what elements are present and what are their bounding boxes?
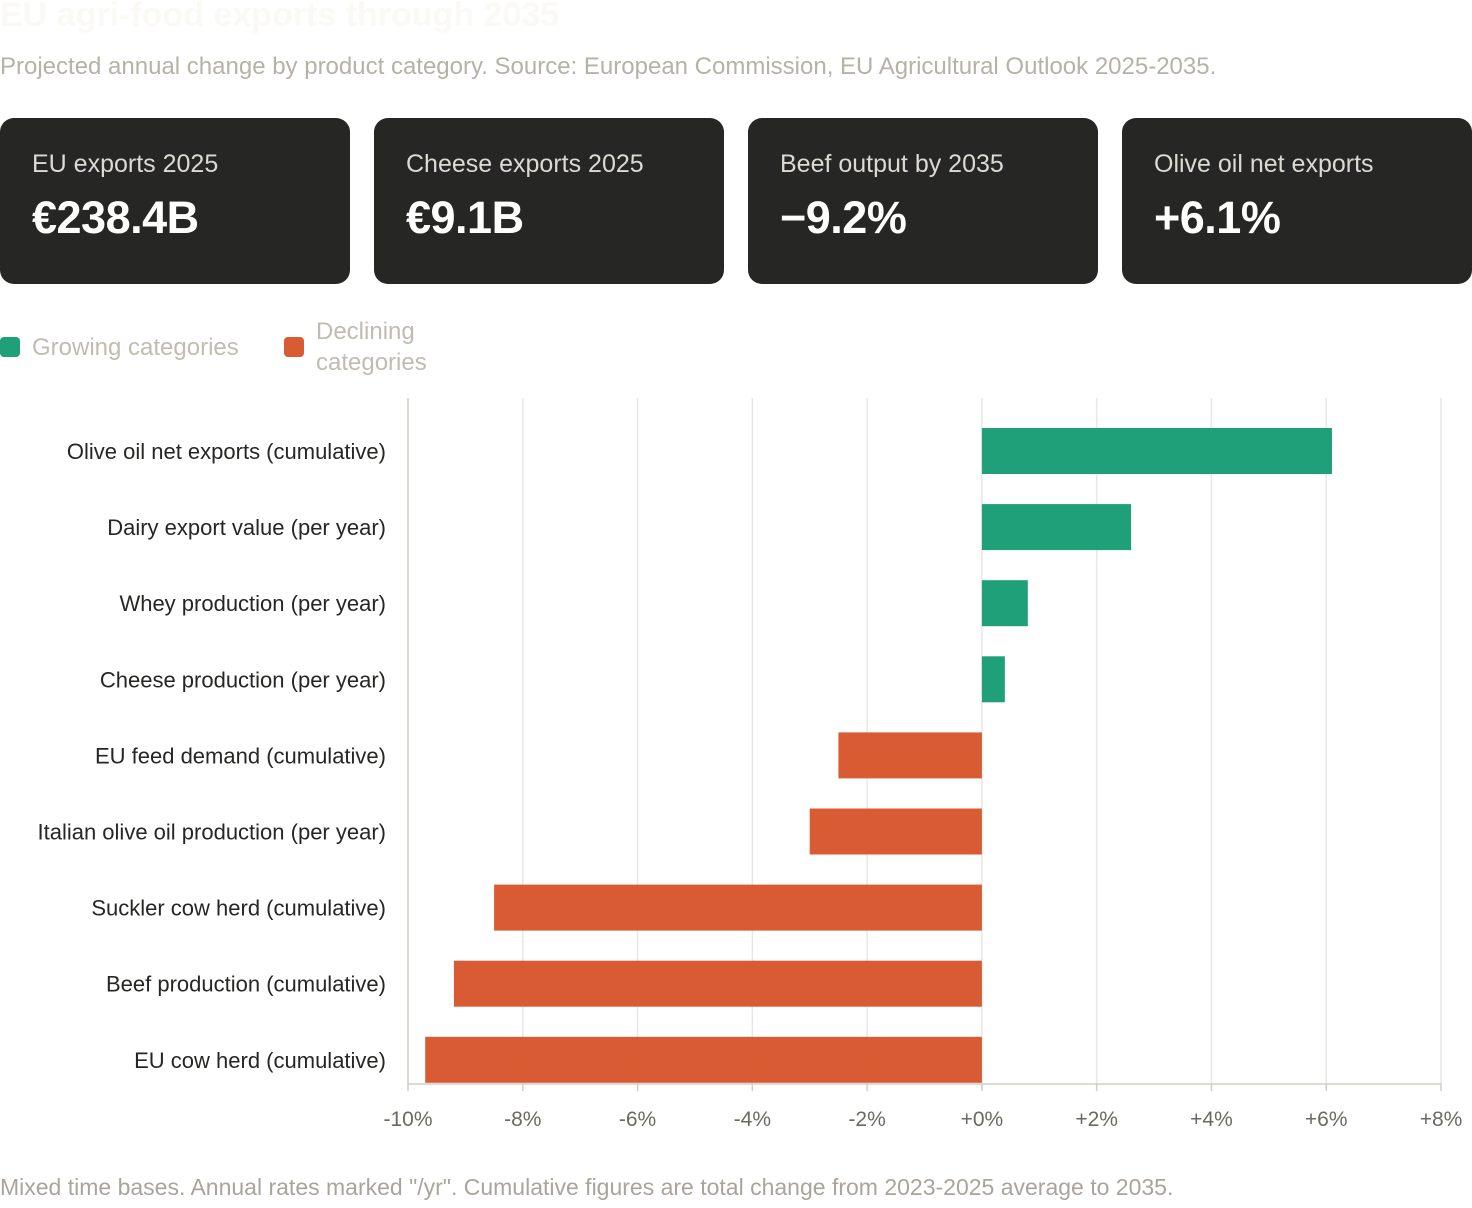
kpi-value: +6.1% [1154,192,1281,243]
legend-swatch-declining [284,337,304,357]
kpi-card-eu-exports: EU exports 2025 €238.4B [0,118,350,284]
bar [981,428,1332,474]
legend-swatch-growing [0,337,20,357]
bar [838,732,982,779]
page-subtitle: Projected annual change by product categ… [0,53,1217,80]
category-label: Whey production (per year) [119,591,386,616]
category-label: Italian olive oil production (per year) [37,820,386,845]
x-tick-label: -8% [504,1108,541,1131]
kpi-value: €9.1B [406,192,524,243]
category-label: EU cow herd (cumulative) [134,1048,386,1073]
category-label: Cheese production (per year) [100,667,386,692]
kpi-label: Beef output by 2035 [780,150,1004,178]
kpi-label: Cheese exports 2025 [406,150,644,178]
bar [809,808,982,855]
page-title: EU agri-food exports through 2035 [0,0,560,34]
x-tick-label: -4% [734,1108,771,1131]
category-label: Dairy export value (per year) [107,515,386,540]
x-tick-label: +0% [961,1108,1004,1131]
x-tick-label: -2% [848,1108,885,1131]
kpi-card-cheese-exports: Cheese exports 2025 €9.1B [374,118,724,284]
category-label: EU feed demand (cumulative) [95,743,386,768]
x-tick-label: -6% [619,1108,656,1131]
kpi-label: Olive oil net exports [1154,150,1374,178]
x-tick-label: +4% [1190,1108,1233,1131]
x-tick-label: +6% [1305,1108,1348,1131]
bar [453,960,982,1007]
legend-label-declining: Declining categories [316,318,427,376]
kpi-label: EU exports 2025 [32,150,219,178]
chart-footnote: Mixed time bases. Annual rates marked "/… [0,1174,1174,1200]
x-tick-label: +8% [1420,1108,1463,1131]
kpi-value: €238.4B [32,192,199,243]
bar [981,656,1005,703]
x-tick-label: -10% [383,1108,432,1131]
legend-label-growing: Growing categories [32,334,239,361]
category-label: Suckler cow herd (cumulative) [91,896,386,921]
kpi-row: EU exports 2025 €238.4B Cheese exports 2… [0,118,1472,284]
kpi-value: −9.2% [780,192,907,243]
legend-item-declining: Declining categories [284,316,454,380]
bar [425,1036,982,1083]
legend-item-growing: Growing categories [0,316,260,380]
category-label: Beef production (cumulative) [106,972,386,997]
bar [981,504,1132,551]
bar [981,580,1028,627]
bar [494,884,982,931]
x-tick-label: +2% [1075,1108,1118,1131]
kpi-card-olive-oil: Olive oil net exports +6.1% [1122,118,1472,284]
kpi-card-beef-output: Beef output by 2035 −9.2% [748,118,1098,284]
bar-chart: -10% -8% -6% -4% -2% +0% +2% +4% +6% +8% Olive oil… [37,398,1463,1131]
category-label: Olive oil net exports (cumulative) [67,439,386,464]
